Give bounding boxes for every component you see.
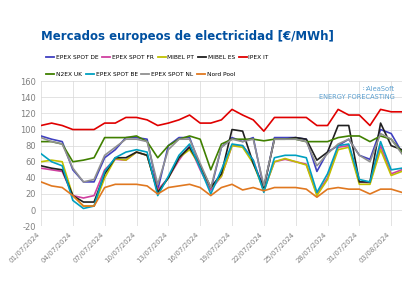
Text: ∷AleaSoft
ENERGY FORECASTING: ∷AleaSoft ENERGY FORECASTING <box>318 86 393 99</box>
Text: Mercados europeos de electricidad [€/MWh]: Mercados europeos de electricidad [€/MWh… <box>41 30 333 43</box>
Legend: N2EX UK, EPEX SPOT BE, EPEX SPOT NL, Nord Pool: N2EX UK, EPEX SPOT BE, EPEX SPOT NL, Nor… <box>44 70 237 79</box>
